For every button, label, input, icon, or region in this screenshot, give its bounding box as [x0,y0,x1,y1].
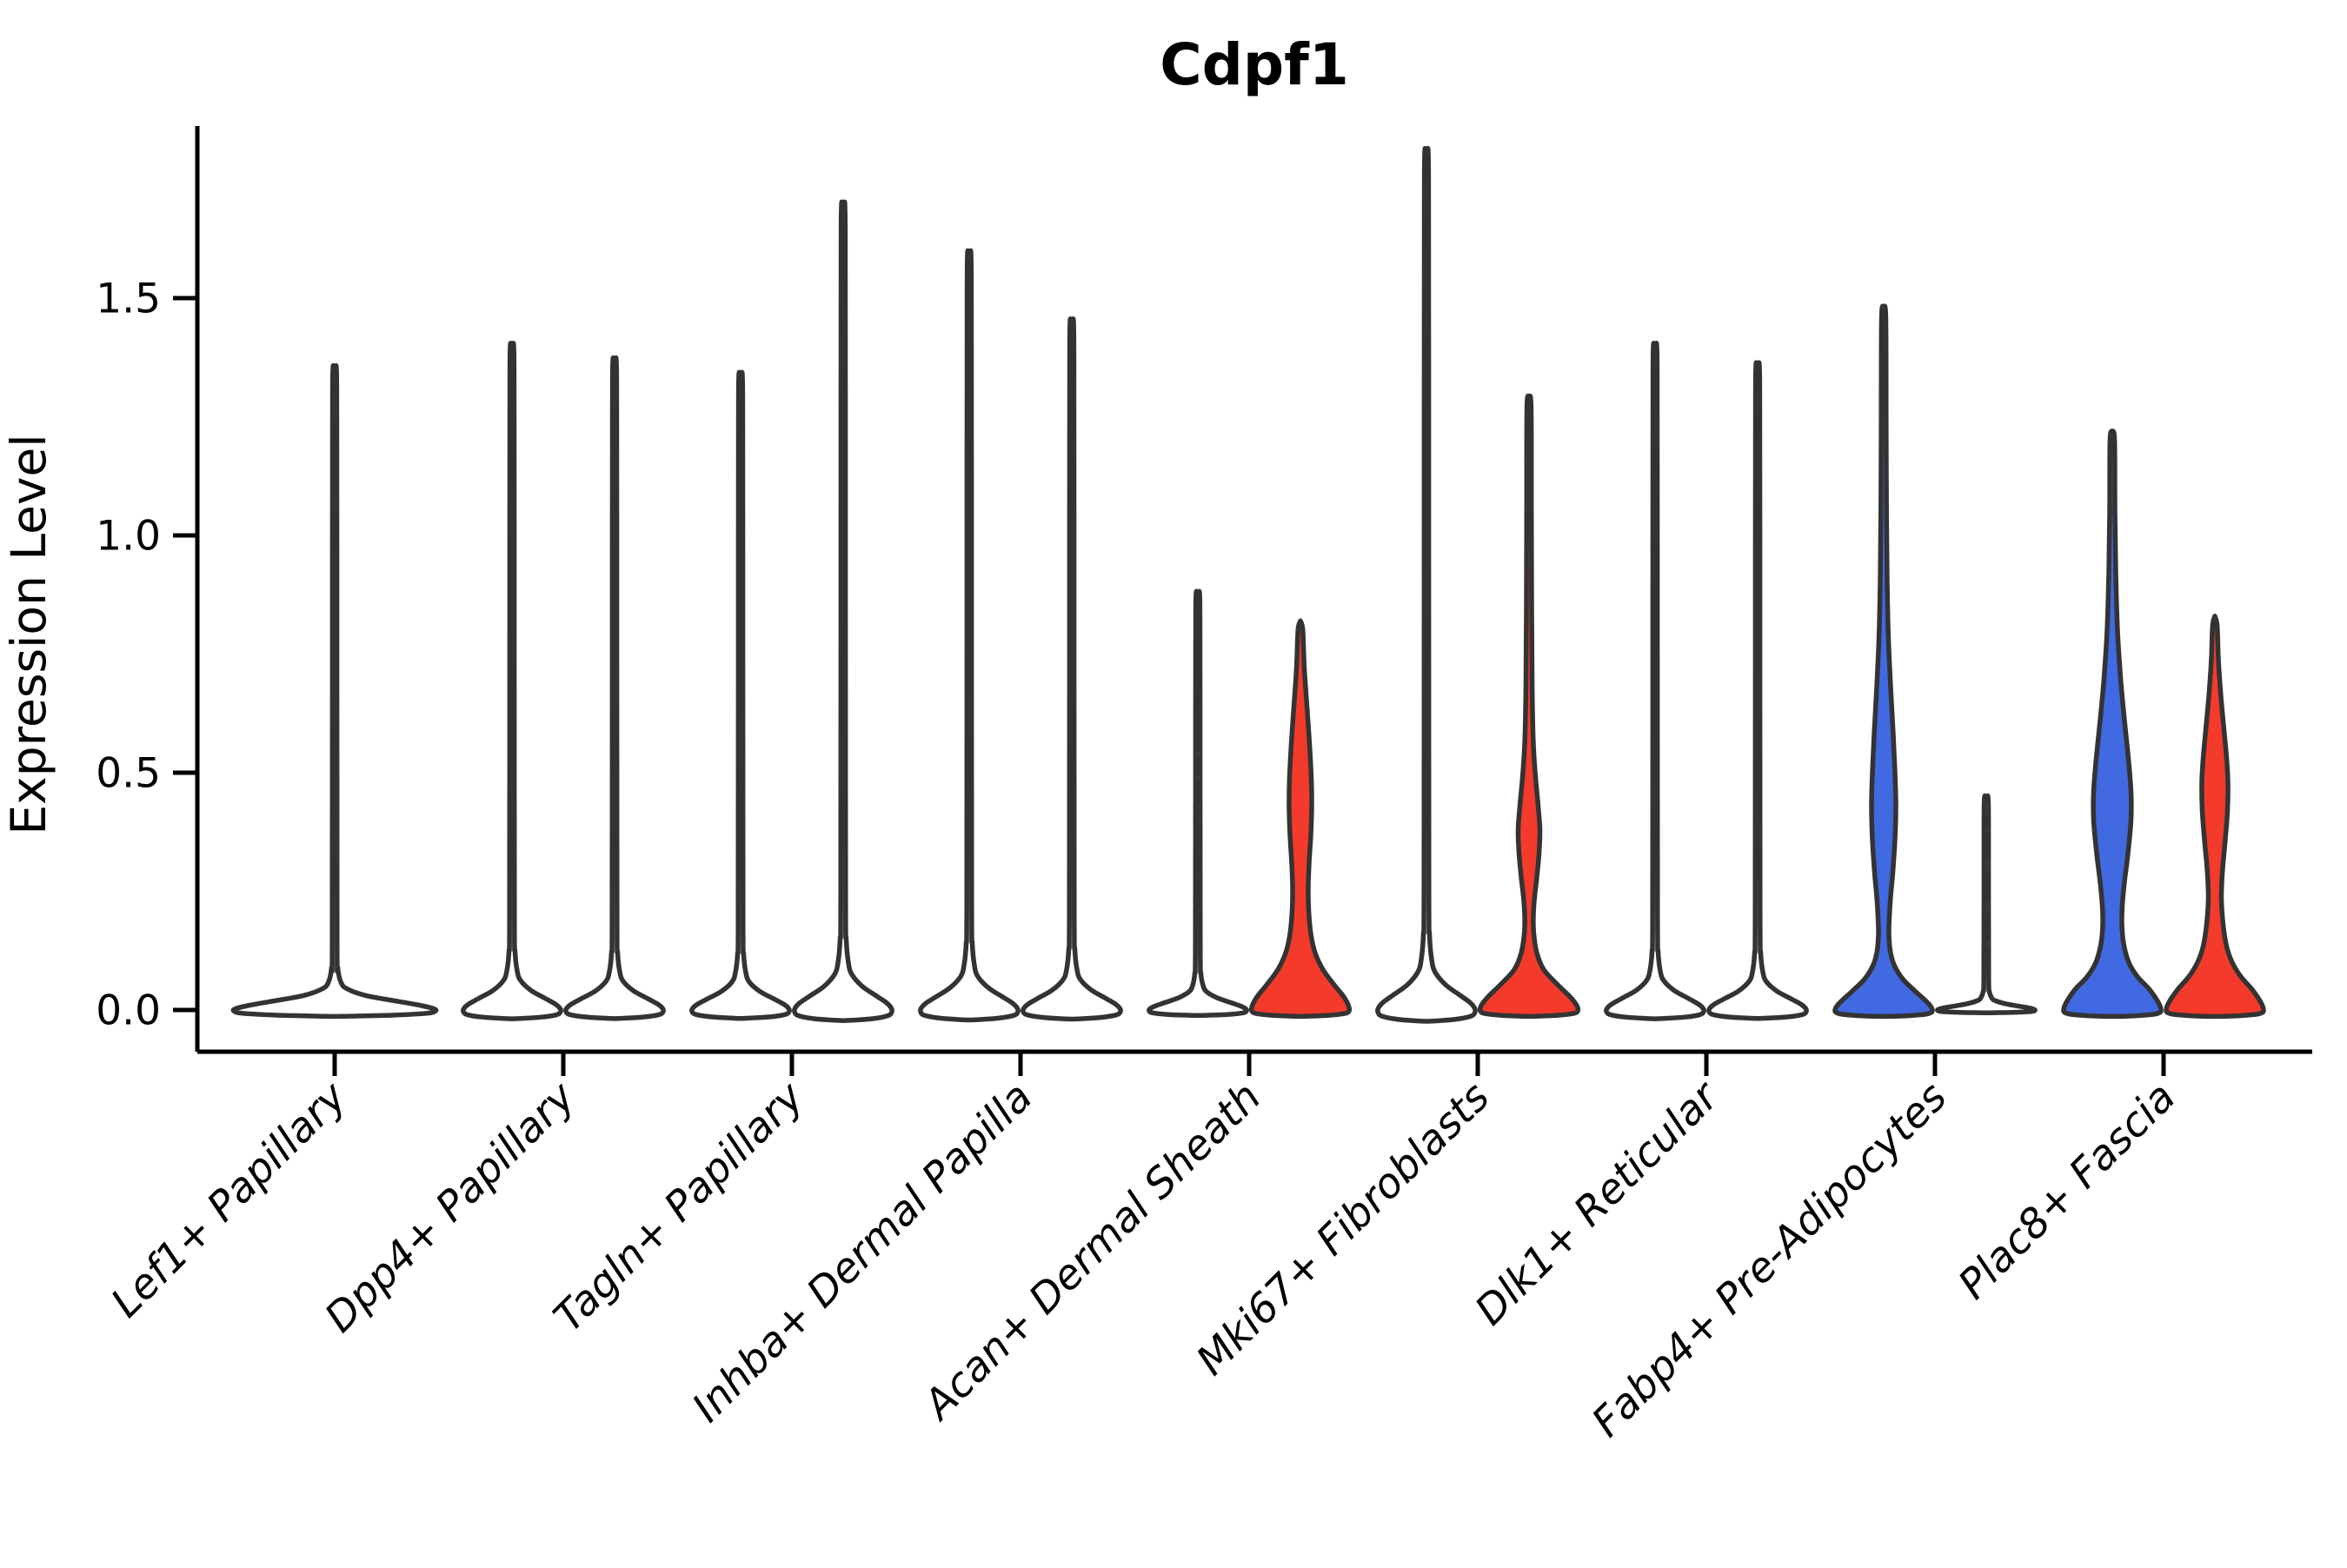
jitter-point [1196,907,1203,914]
violin-dpp4-papillary-right [563,355,666,1021]
violin-mki67-fibroblasts-right [1477,393,1581,1020]
y-tick-label: 0.5 [96,749,161,797]
jitter-point [1195,774,1202,781]
jitter-point [1985,867,1991,874]
violin-lef1-papillary-full [230,362,439,1020]
violin-dlk1-reticular-right [1706,360,1809,1021]
chart-title: Cdpf1 [1160,31,1349,98]
violin-acan-dermal-sheath-right [1248,618,1353,1020]
x-tick-label-lef1-papillary: Lef1+ Papillary [102,1073,356,1327]
jitter-point [1196,874,1202,880]
violins-layer [230,146,2266,1024]
violin-mki67-fibroblasts-left [1375,146,1478,1024]
x-tick-label-plac8-fascia: Plac8+ Fascia [1949,1073,2184,1309]
y-axis-label: Expression Level [1,434,57,834]
axes: 0.0 0.5 1.0 1.5 [96,126,2312,1054]
jitter-points-layer [1195,750,1991,947]
violin-dlk1-reticular-left [1604,341,1706,1021]
violin-inhba-dermal-papilla-left [918,248,1021,1023]
violin-inhba-dermal-papilla-right [1021,316,1123,1022]
jitter-point [1985,827,1991,833]
jitter-point [1985,810,1991,816]
y-tick-label: 1.5 [96,275,161,322]
x-tick-label-dlk1-reticular: Dlk1+ Reticular [1466,1072,1730,1335]
violin-tagln-papillary-left [689,369,792,1021]
jitter-point [1196,850,1202,857]
x-tick-label-dpp4-papillary: Dpp4+ Papillary [316,1073,585,1342]
jitter-point [1985,860,1991,866]
jitter-point [1985,900,1991,907]
y-tick-label: 0.0 [96,987,161,1034]
violin-dpp4-papillary-left [461,341,563,1021]
y-tick-label: 1.0 [96,512,161,560]
jitter-point [1196,817,1202,823]
violin-plac8-fascia-right [2164,614,2266,1020]
jitter-point [1985,940,1991,947]
jitter-point [1985,803,1991,809]
violin-plac8-fascia-left [2061,429,2164,1020]
jitter-point [1196,803,1202,809]
jitter-point [1985,905,1991,911]
jitter-point [1195,750,1202,757]
violin-tagln-papillary-right [792,199,894,1023]
x-tick-label-tagln-papillary: Tagln+ Papillary [545,1073,814,1342]
violin-fabp4-pre-adipocytes-left [1832,303,1935,1020]
